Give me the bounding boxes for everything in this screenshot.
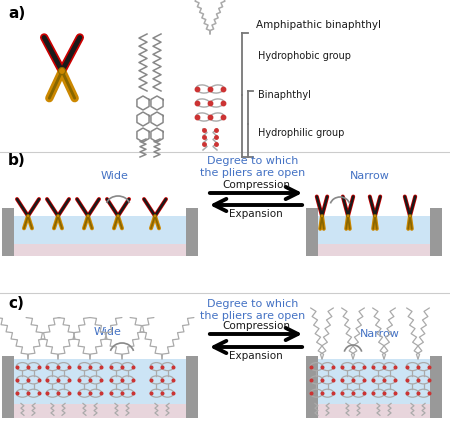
Circle shape — [117, 214, 120, 217]
FancyBboxPatch shape — [430, 356, 442, 418]
Text: Compression: Compression — [222, 180, 290, 190]
Text: Amphipathic binaphthyl: Amphipathic binaphthyl — [256, 20, 381, 30]
Text: Wide: Wide — [101, 171, 129, 181]
Circle shape — [27, 214, 30, 217]
Circle shape — [374, 214, 377, 217]
FancyBboxPatch shape — [306, 208, 318, 256]
Circle shape — [320, 214, 324, 217]
Text: Narrow: Narrow — [350, 171, 390, 181]
FancyBboxPatch shape — [2, 244, 198, 256]
Text: c): c) — [8, 296, 24, 311]
Circle shape — [153, 214, 157, 217]
Circle shape — [56, 214, 59, 217]
FancyBboxPatch shape — [306, 404, 442, 418]
Text: b): b) — [8, 153, 26, 168]
Text: Degree to which
the pliers are open: Degree to which the pliers are open — [200, 299, 306, 321]
FancyBboxPatch shape — [306, 244, 442, 256]
FancyBboxPatch shape — [306, 216, 442, 244]
Text: Narrow: Narrow — [360, 329, 400, 339]
Circle shape — [86, 214, 90, 217]
Text: Expansion: Expansion — [229, 209, 283, 219]
FancyBboxPatch shape — [2, 359, 198, 404]
FancyBboxPatch shape — [2, 216, 198, 244]
Text: Hydrophilic group: Hydrophilic group — [258, 128, 344, 138]
Text: Hydrophobic group: Hydrophobic group — [258, 51, 351, 61]
Circle shape — [346, 214, 350, 217]
Text: Wide: Wide — [94, 327, 122, 337]
FancyBboxPatch shape — [186, 356, 198, 418]
FancyBboxPatch shape — [2, 356, 14, 418]
Text: Compression: Compression — [222, 321, 290, 331]
FancyBboxPatch shape — [306, 359, 442, 404]
FancyBboxPatch shape — [2, 404, 198, 418]
FancyBboxPatch shape — [2, 208, 14, 256]
Circle shape — [58, 67, 66, 75]
FancyBboxPatch shape — [186, 208, 198, 256]
Text: Degree to which
the pliers are open: Degree to which the pliers are open — [200, 156, 306, 178]
Text: Binaphthyl: Binaphthyl — [258, 90, 311, 100]
FancyBboxPatch shape — [306, 356, 318, 418]
FancyBboxPatch shape — [430, 208, 442, 256]
Text: a): a) — [8, 6, 25, 21]
Text: Expansion: Expansion — [229, 351, 283, 361]
Circle shape — [409, 214, 412, 217]
